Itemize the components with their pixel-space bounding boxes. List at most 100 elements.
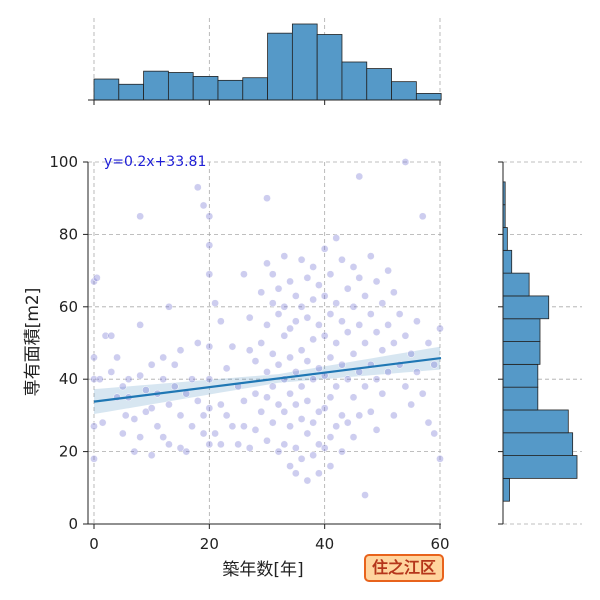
scatter-point: [245, 346, 254, 355]
scatter-point: [297, 382, 306, 391]
scatter-point: [205, 375, 214, 384]
scatter-point: [182, 447, 191, 456]
x-tick-label: 40: [315, 535, 334, 553]
regression-equation: y=0.2x+33.81: [104, 154, 206, 170]
scatter-point: [159, 353, 168, 362]
scatter-point: [355, 172, 364, 181]
scatter-point: [286, 389, 294, 398]
scatter-point: [280, 252, 289, 260]
scatter-point: [95, 375, 104, 384]
scatter-point: [343, 328, 352, 336]
scatter-point: [136, 212, 144, 221]
scatter-point: [217, 400, 225, 409]
scatter-point: [436, 324, 444, 333]
scatter-point: [153, 422, 162, 431]
x-hist-bar: [143, 70, 169, 101]
scatter-point: [315, 407, 323, 416]
scatter-point: [372, 426, 381, 434]
x-hist-bar: [217, 79, 244, 101]
scatter-point: [343, 375, 352, 384]
scatter-point: [286, 353, 294, 362]
scatter-point: [199, 429, 208, 438]
scatter-point: [320, 444, 329, 452]
scatter-point: [315, 440, 323, 449]
scatter-point: [118, 382, 127, 391]
y-hist-bar: [502, 477, 510, 502]
scatter-point: [309, 335, 317, 344]
scatter-point: [136, 433, 144, 441]
scatter-point: [188, 422, 196, 431]
scatter-point: [401, 382, 410, 391]
scatter-point: [245, 444, 254, 452]
scatter-point: [320, 245, 329, 253]
scatter-point: [159, 433, 168, 441]
scatter-point: [303, 476, 312, 485]
scatter-point: [263, 194, 271, 203]
scatter-point: [372, 277, 381, 286]
scatter-point: [326, 462, 335, 470]
scatter-point: [395, 310, 404, 318]
scatter-point: [263, 321, 271, 329]
y-hist-bar: [502, 455, 578, 479]
scatter-point: [280, 407, 289, 416]
scatter-point: [257, 407, 266, 416]
y-hist-bar: [502, 386, 539, 411]
scatter-points: [90, 158, 444, 499]
scatter-point: [268, 418, 277, 427]
x-hist-bar: [267, 32, 293, 101]
scatter-point: [338, 411, 346, 420]
scatter-point: [251, 426, 260, 434]
scatter-point: [234, 440, 243, 449]
x-hist-bar: [192, 76, 219, 101]
x-hist-bar: [291, 23, 318, 101]
scatter-point: [193, 183, 202, 192]
scatter-point: [424, 418, 433, 427]
scatter-point: [303, 429, 312, 438]
scatter-point: [147, 360, 156, 369]
scatter-point: [303, 313, 312, 322]
y-hist-bar: [502, 272, 530, 297]
scatter-point: [113, 353, 121, 362]
scatter-point: [332, 339, 341, 347]
scatter-point: [199, 411, 208, 420]
scatter-point: [286, 462, 294, 470]
scatter-point: [303, 357, 312, 365]
scatter-point: [430, 360, 439, 369]
scatter-point: [188, 375, 196, 384]
y-hist-bar: [502, 318, 541, 342]
scatter-point: [121, 411, 130, 420]
scatter-point: [366, 252, 375, 260]
x-hist-bar: [118, 83, 144, 101]
scatter-point: [361, 339, 369, 347]
scatter-point: [211, 429, 219, 438]
scatter-point: [291, 444, 300, 452]
scatter-point: [338, 447, 346, 456]
axes: 0 20 40 60 0 20 40 60 80 100: [49, 153, 449, 553]
scatter-point: [372, 328, 381, 336]
scatter-point: [355, 321, 364, 329]
scatter-point: [274, 400, 283, 409]
scatter-point: [349, 263, 358, 271]
x-tick-label: 0: [89, 535, 99, 553]
y-hist-bar: [502, 295, 550, 320]
scatter-point: [309, 263, 317, 271]
scatter-point: [217, 317, 225, 326]
y-axis-title: 専有面積[m2]: [23, 288, 43, 397]
x-hist-bar: [242, 77, 268, 101]
scatter-point: [418, 212, 427, 221]
y-marginal-histogram: [498, 161, 582, 525]
scatter-point: [361, 382, 369, 391]
scatter-point: [332, 234, 341, 242]
scatter-point: [245, 313, 254, 322]
scatter-point: [378, 299, 387, 308]
scatter-point: [291, 292, 300, 300]
scatter-point: [320, 292, 329, 300]
scatter-point: [268, 382, 277, 391]
scatter-point: [413, 368, 421, 376]
scatter-point: [372, 375, 381, 384]
scatter-point: [222, 411, 231, 420]
scatter-point: [193, 397, 202, 405]
scatter-point: [297, 346, 306, 355]
x-hist-bar: [341, 61, 368, 101]
scatter-point: [297, 454, 306, 463]
